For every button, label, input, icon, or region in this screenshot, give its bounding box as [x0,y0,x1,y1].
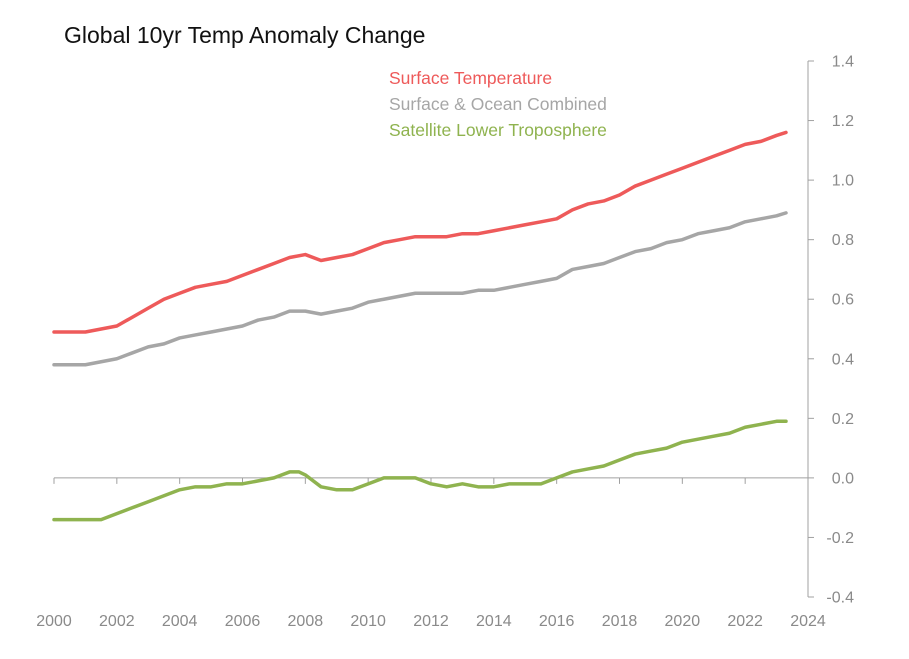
series-line-satellite-lower-troposphere [52,419,788,522]
y-tick-label-7: 1.0 [832,173,854,190]
x-tick-label-2016: 2016 [539,613,575,630]
x-tick-label-2008: 2008 [288,613,324,630]
x-tick-label-2012: 2012 [413,613,449,630]
legend-entry-surface-ocean-combined: Surface & Ocean Combined [389,94,607,114]
x-tick-label-2014: 2014 [476,613,512,630]
y-tick-label-0: -0.4 [826,590,854,607]
y-tick-label-8: 1.2 [832,113,854,130]
x-tick-label-2000: 2000 [36,613,72,630]
series-line-surface-temperature [52,130,788,334]
y-tick-label-1: -0.2 [826,530,854,547]
x-tick-label-2002: 2002 [99,613,135,630]
legend-entry-surface-temperature: Surface Temperature [389,68,553,88]
y-tick-label-5: 0.6 [832,292,854,309]
x-tick-label-2020: 2020 [665,613,701,630]
chart-title: Global 10yr Temp Anomaly Change [64,22,426,48]
x-tick-label-2018: 2018 [602,613,638,630]
y-tick-label-6: 0.8 [832,232,854,249]
y-tick-label-3: 0.2 [832,411,854,428]
series-line-surface-ocean-combined [52,211,788,367]
y-tick-label-2: 0.0 [832,470,854,487]
x-tick-label-2010: 2010 [350,613,386,630]
x-tick-label-2022: 2022 [727,613,763,630]
x-tick-label-2024: 2024 [790,613,826,630]
y-tick-label-9: 1.4 [832,54,854,71]
x-tick-label-2006: 2006 [225,613,261,630]
x-tick-label-2004: 2004 [162,613,198,630]
legend-entry-satellite-lower-troposphere: Satellite Lower Troposphere [389,120,607,140]
y-tick-label-4: 0.4 [832,351,854,368]
